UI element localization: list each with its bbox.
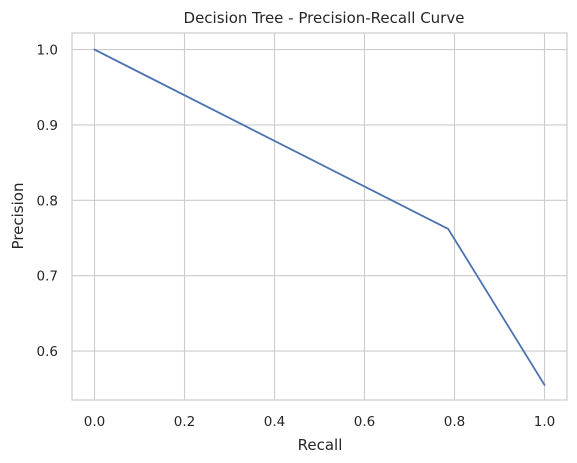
chart-title: Decision Tree - Precision-Recall Curve xyxy=(184,9,465,27)
x-tick-label: 0.0 xyxy=(84,414,105,430)
x-tick-label: 0.8 xyxy=(444,414,465,430)
x-axis-label: Recall xyxy=(298,436,343,454)
y-tick-label: 0.8 xyxy=(37,193,58,209)
x-tick-label: 0.6 xyxy=(354,414,375,430)
x-tick-label: 1.0 xyxy=(534,414,555,430)
series-group xyxy=(93,48,546,386)
y-tick-label: 0.6 xyxy=(37,344,58,360)
y-tick-label: 0.7 xyxy=(37,269,58,285)
x-tick-label: 0.2 xyxy=(174,414,195,430)
y-tick-label: 0.9 xyxy=(37,118,58,134)
x-tick-label: 0.4 xyxy=(264,414,285,430)
y-tick-label: 1.0 xyxy=(37,43,58,59)
y-axis-label: Precision xyxy=(9,183,27,250)
plot-frame xyxy=(71,32,568,401)
x-axis-ticks: 0.0 0.2 0.4 0.6 0.8 1.0 xyxy=(84,414,555,430)
y-axis-ticks: 0.6 0.7 0.8 0.9 1.0 xyxy=(37,43,58,360)
grid xyxy=(72,33,567,400)
pr-curve-line xyxy=(93,48,546,386)
